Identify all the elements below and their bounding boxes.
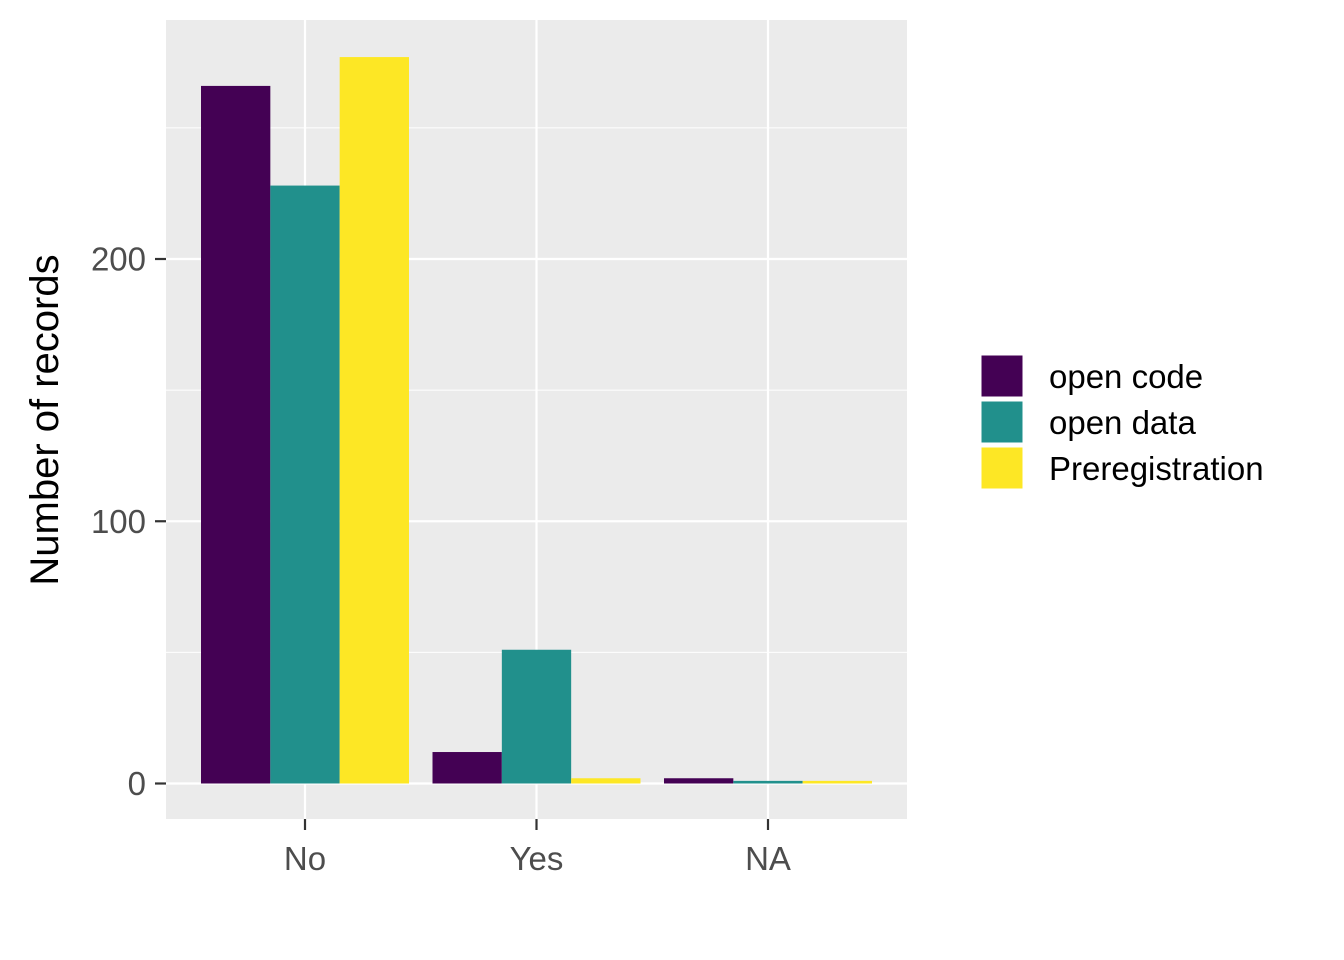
bars	[201, 57, 872, 784]
legend-label: open data	[1049, 404, 1196, 441]
bar	[501, 649, 572, 784]
legend-label: Preregistration	[1049, 450, 1264, 487]
legend-key	[980, 400, 1024, 444]
bar	[802, 780, 872, 784]
bar	[664, 778, 734, 784]
x-tick-label: NA	[745, 840, 791, 877]
bar	[432, 752, 502, 784]
y-tick-label: 200	[91, 241, 146, 278]
bar	[270, 185, 340, 784]
x-axis: No Yes NA	[284, 819, 791, 877]
x-tick-label: No	[284, 840, 326, 877]
bar	[733, 780, 803, 784]
legend: open code open data Preregistration	[980, 354, 1264, 490]
legend-label: open code	[1049, 358, 1203, 395]
bar	[571, 778, 641, 784]
y-tick-label: 100	[91, 503, 146, 540]
bar	[201, 85, 271, 784]
y-tick-label: 0	[128, 765, 146, 802]
y-axis-title: Number of records	[23, 254, 67, 585]
bar	[339, 57, 409, 784]
legend-key	[980, 446, 1024, 490]
y-axis: 0 100 200	[91, 241, 166, 802]
legend-key	[980, 354, 1024, 398]
x-tick-label: Yes	[510, 840, 564, 877]
